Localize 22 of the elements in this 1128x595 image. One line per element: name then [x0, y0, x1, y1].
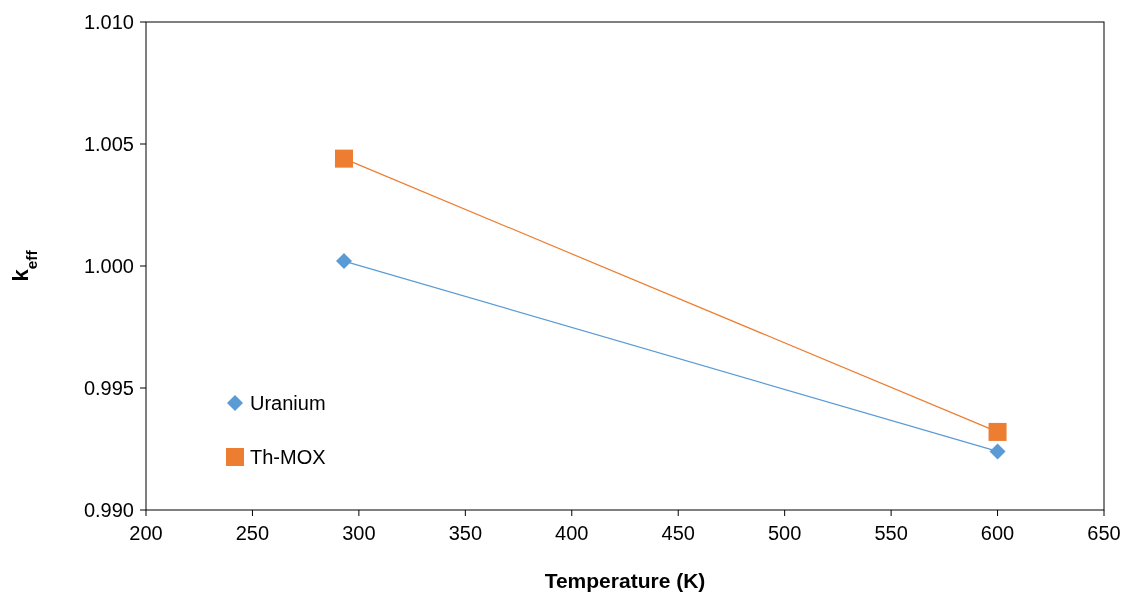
y-tick-label: 0.990 [83, 499, 134, 521]
x-tick-label: 200 [129, 522, 163, 544]
point [335, 253, 352, 270]
x-tick-label: 600 [980, 522, 1015, 544]
y-tick-label: 1.010 [83, 11, 134, 33]
x-tick-label: 650 [1087, 522, 1121, 544]
y-tick-label: 1.005 [83, 133, 134, 155]
legend-label: Uranium [250, 392, 326, 414]
x-tick-label: 250 [235, 522, 270, 544]
x-tick-label: 350 [448, 522, 483, 544]
y-tick-label: 0.995 [83, 377, 134, 399]
point [334, 149, 353, 168]
x-tick-label: 300 [342, 522, 376, 544]
legend-label: Th-MOX [250, 446, 326, 468]
x-axis-title: Temperature (K) [544, 569, 706, 592]
x-tick-label: 550 [874, 522, 908, 544]
point [989, 443, 1006, 460]
y-tick-label: 1.000 [83, 255, 134, 277]
point [988, 422, 1007, 441]
x-tick-label: 500 [767, 522, 802, 544]
x-tick-label: 400 [555, 522, 589, 544]
x-tick-label: 450 [661, 522, 695, 544]
